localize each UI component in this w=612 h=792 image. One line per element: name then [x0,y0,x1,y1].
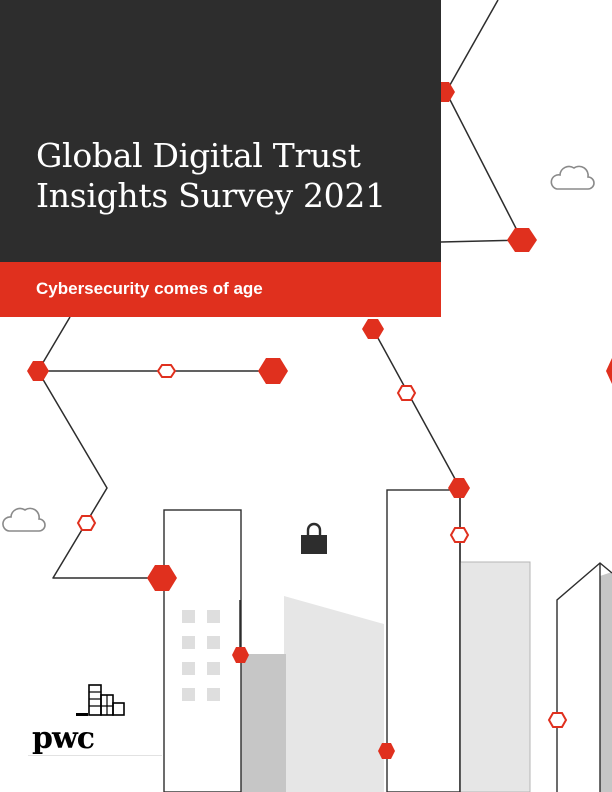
node-hexagon [27,361,49,381]
building-center-gray [459,561,531,792]
city-skyline [163,489,612,792]
node-hexagon [606,358,612,384]
node-hexagon-outline [547,712,568,728]
node-hexagon [448,478,470,498]
node-hexagon [507,228,537,252]
node-hexagon-outline [76,515,97,531]
building-icon [88,684,125,716]
network-nodes [27,82,612,759]
node-hexagon [441,82,455,102]
node-hexagon [362,319,384,339]
logo-divider [28,755,162,756]
padlock-icon [301,522,327,554]
title-panel: Global Digital Trust Insights Survey 202… [0,0,441,262]
pwc-logo: pwc [28,680,162,774]
node-hexagon-outline [449,527,470,543]
cover-title: Global Digital Trust Insights Survey 202… [36,136,436,216]
subtitle-banner: Cybersecurity comes of age [0,262,441,317]
building-center-white [386,489,461,792]
logo-dash [76,713,88,716]
node-hexagon [258,358,288,384]
cloud-icon [2,507,46,532]
cover-subtitle: Cybersecurity comes of age [36,279,263,298]
node-hexagon [147,565,177,591]
node-hexagon [232,647,249,663]
building-tall-white [163,509,242,792]
building-light-slant [284,596,384,792]
building-gray [240,654,286,792]
node-hexagon [378,743,395,759]
building-windows [182,610,220,701]
cloud-icon [550,165,595,190]
title-line-1: Global Digital Trust [36,136,361,175]
node-hexagon-outline [396,385,417,401]
logo-wordmark: pwc [32,721,95,756]
building-right-gray [600,572,612,792]
building-right-outline [556,562,612,792]
title-line-2: Insights Survey 2021 [36,176,386,215]
node-hexagon-outline [156,364,177,378]
